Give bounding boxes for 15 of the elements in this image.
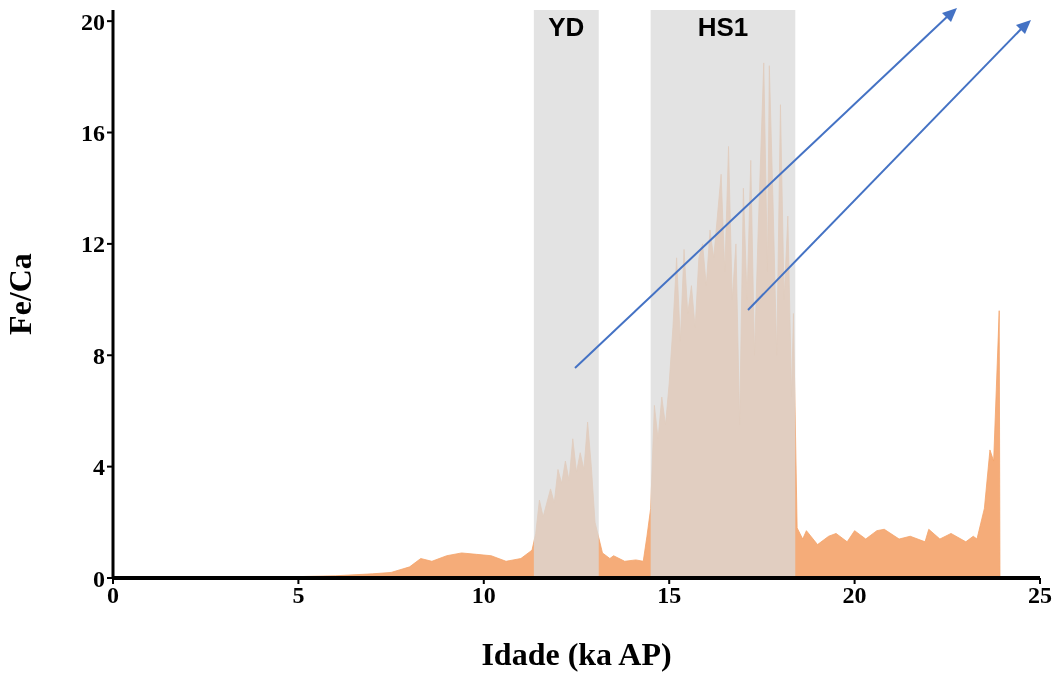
y-tick-label: 12 xyxy=(81,231,105,258)
y-tick-label: 20 xyxy=(81,8,105,35)
y-tick-label: 8 xyxy=(93,342,105,369)
band-label: YD xyxy=(548,12,585,43)
y-tick-label: 4 xyxy=(93,454,105,481)
y-axis-title: Fe/Ca xyxy=(2,253,39,335)
x-tick-label: 20 xyxy=(842,582,867,609)
x-tick-label: 10 xyxy=(471,582,496,609)
x-tick-label: 25 xyxy=(1028,582,1052,609)
y-tick-label: 0 xyxy=(93,565,105,592)
band-label: HS1 xyxy=(697,12,749,43)
x-tick-label: 5 xyxy=(292,582,305,609)
y-tick-label: 16 xyxy=(81,120,105,147)
x-axis-title: Idade (ka AP) xyxy=(481,636,672,672)
x-tick-label: 15 xyxy=(657,582,682,609)
